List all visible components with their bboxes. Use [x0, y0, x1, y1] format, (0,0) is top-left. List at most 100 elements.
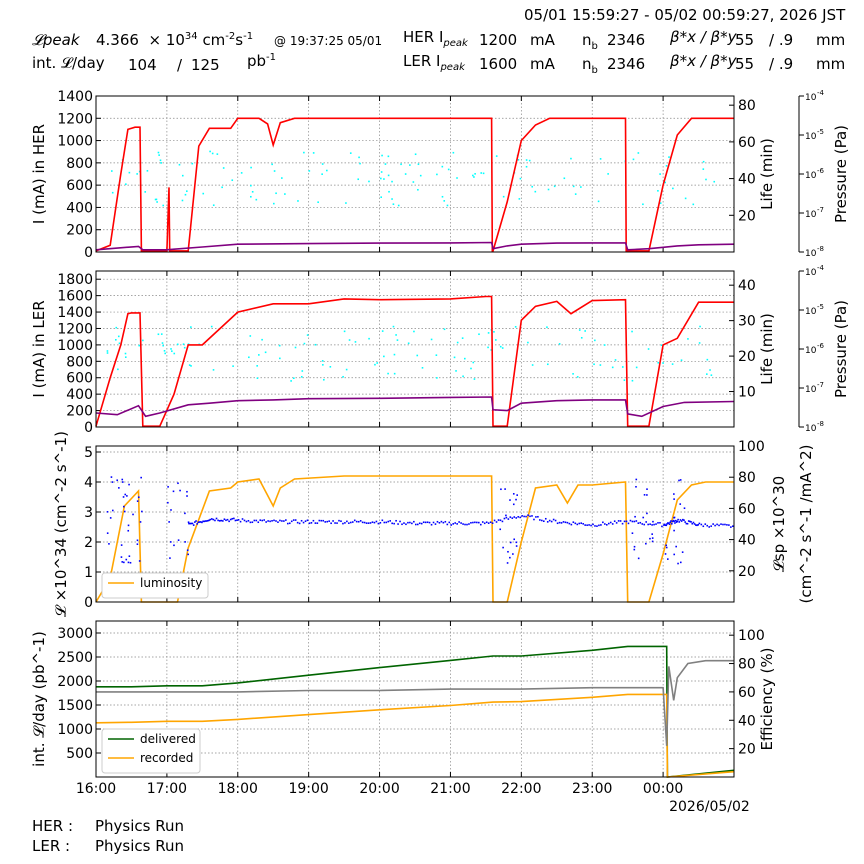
- specific-luminosity-point: [187, 521, 190, 524]
- specific-luminosity-point: [389, 520, 392, 522]
- specific-luminosity-point: [300, 519, 303, 522]
- life-point: [393, 353, 396, 356]
- specific-luminosity-point: [652, 520, 654, 523]
- pressure-series-line: [95, 396, 735, 418]
- pressure-tick-label: 10: [805, 93, 817, 103]
- life-point: [599, 364, 602, 366]
- specific-luminosity-point: [625, 520, 628, 523]
- life-point: [368, 337, 370, 340]
- specific-luminosity-point: [365, 522, 368, 524]
- specific-luminosity-point: [635, 485, 637, 488]
- life-point: [115, 338, 117, 341]
- specific-luminosity-point: [440, 520, 443, 523]
- specific-luminosity-point: [676, 520, 679, 523]
- life-point: [473, 176, 475, 178]
- specific-luminosity-point: [228, 520, 230, 523]
- life-point: [183, 346, 186, 349]
- life-point: [275, 192, 277, 195]
- life-point: [417, 163, 420, 166]
- life-point: [188, 364, 191, 366]
- specific-luminosity-point: [578, 522, 581, 525]
- specific-luminosity-point: [646, 494, 648, 496]
- y2-tick-label: 40: [738, 533, 756, 549]
- life-point: [702, 168, 705, 170]
- specific-luminosity-point: [318, 519, 321, 522]
- specific-luminosity-point: [173, 544, 175, 547]
- specific-luminosity-point: [194, 521, 196, 523]
- specific-luminosity-point: [415, 523, 417, 526]
- specific-luminosity-point: [118, 487, 120, 489]
- specific-luminosity-point: [515, 541, 518, 544]
- life-point: [303, 151, 305, 154]
- life-point: [456, 177, 458, 179]
- y-tick-label: 1500: [57, 698, 93, 714]
- life-point: [657, 190, 659, 192]
- specific-luminosity-point: [507, 550, 509, 553]
- specific-luminosity-point: [495, 521, 498, 523]
- specific-luminosity-point: [253, 519, 256, 522]
- specific-luminosity-point: [189, 522, 191, 525]
- specific-luminosity-point: [566, 521, 569, 524]
- life-point: [160, 333, 163, 335]
- specific-luminosity-point: [637, 557, 640, 560]
- specific-luminosity-point: [210, 518, 213, 520]
- specific-luminosity-point: [168, 521, 170, 523]
- specific-luminosity-point: [128, 483, 130, 486]
- life-point: [453, 356, 456, 359]
- life-point: [158, 154, 160, 156]
- specific-luminosity-point: [464, 523, 466, 526]
- x-date-label: 2026/05/02: [669, 799, 750, 815]
- life-point: [138, 344, 141, 347]
- specific-luminosity-point: [381, 519, 384, 522]
- specific-luminosity-point: [664, 553, 667, 555]
- life-point: [414, 153, 417, 156]
- y2-tick-label: 30: [738, 314, 756, 330]
- life-point: [222, 167, 225, 169]
- specific-luminosity-point: [535, 516, 537, 518]
- pressure-tick-label: 10: [805, 268, 817, 278]
- specific-luminosity-point: [665, 524, 668, 527]
- life-point: [657, 361, 660, 364]
- specific-luminosity-point: [387, 520, 390, 523]
- life-point: [692, 203, 695, 206]
- specific-luminosity-point: [456, 523, 458, 525]
- specific-luminosity-point: [606, 523, 608, 526]
- life-point: [345, 202, 347, 204]
- ler-nb-label: nb: [582, 55, 598, 76]
- x-tick-label: 18:00: [218, 781, 258, 797]
- y2-tick-label: 80: [738, 657, 756, 673]
- life-point: [706, 373, 708, 375]
- pressure-tick-exp: -7: [817, 206, 824, 214]
- life-point: [499, 345, 502, 348]
- life-point: [216, 153, 219, 155]
- specific-luminosity-point: [684, 521, 686, 523]
- life-point: [671, 363, 674, 365]
- life-point: [124, 352, 127, 355]
- life-point: [376, 362, 379, 364]
- life-point: [395, 334, 397, 336]
- legend-label-recorded: recorded: [140, 751, 193, 765]
- specific-luminosity-point: [177, 539, 180, 541]
- life-point: [345, 368, 348, 371]
- life-point: [470, 367, 472, 370]
- specific-luminosity-point: [667, 522, 670, 525]
- specific-luminosity-point: [275, 520, 277, 522]
- life-point: [709, 369, 711, 371]
- life-point: [495, 339, 497, 341]
- specific-luminosity-point: [172, 490, 175, 493]
- life-point: [374, 363, 376, 366]
- specific-luminosity-point: [208, 519, 210, 522]
- life-point: [281, 177, 283, 179]
- y-tick-label: 5: [84, 445, 93, 461]
- specific-luminosity-point: [245, 520, 248, 523]
- y-axis-label: I (mA) in LER: [30, 300, 48, 397]
- life-point: [293, 377, 295, 380]
- specific-luminosity-point: [598, 524, 600, 527]
- specific-luminosity-point: [637, 522, 640, 524]
- current-series-line: [95, 295, 734, 427]
- specific-luminosity-point: [621, 522, 624, 525]
- life-point: [572, 185, 575, 188]
- specific-luminosity-point: [504, 488, 506, 490]
- life-point: [156, 201, 158, 203]
- specific-luminosity-point: [353, 519, 356, 522]
